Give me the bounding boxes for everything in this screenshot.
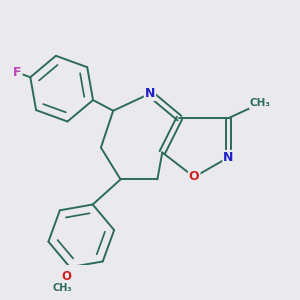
Text: CH₃: CH₃	[250, 98, 271, 108]
Text: F: F	[13, 66, 22, 79]
Text: N: N	[145, 87, 155, 100]
Text: O: O	[189, 170, 200, 184]
Text: CH₃: CH₃	[52, 283, 72, 293]
Text: O: O	[61, 270, 71, 283]
Text: N: N	[223, 151, 234, 164]
